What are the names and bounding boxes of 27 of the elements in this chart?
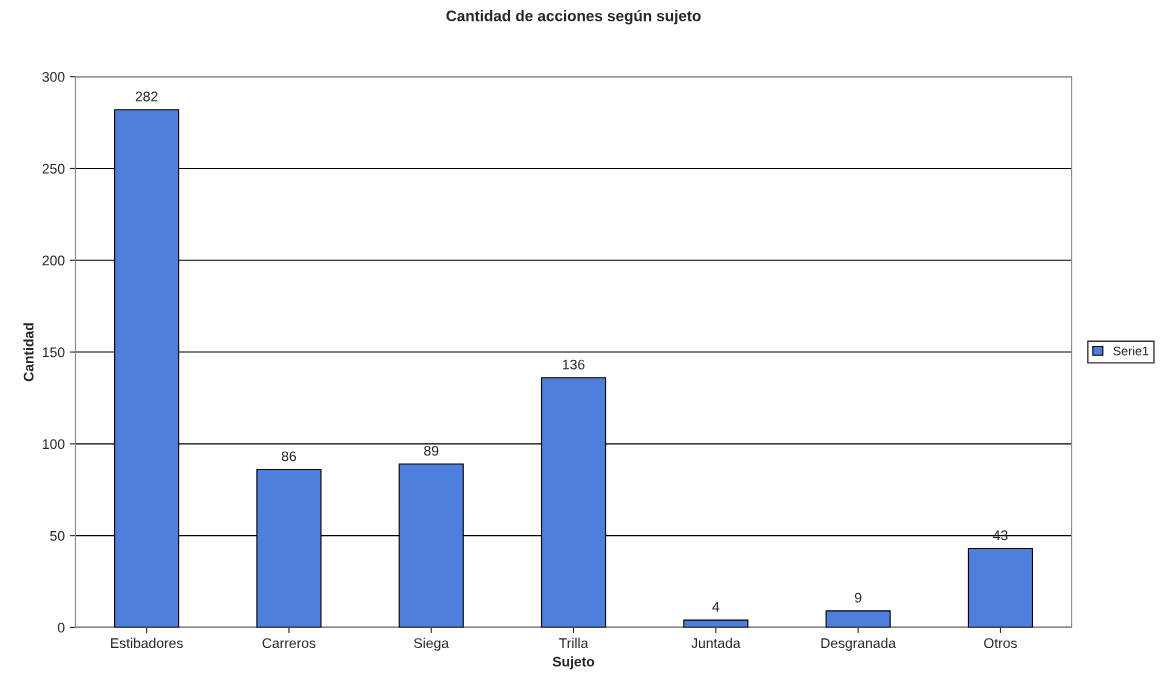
x-tick-label: Otros bbox=[984, 638, 1017, 649]
y-tick-label: 0 bbox=[57, 622, 65, 633]
x-tick-label: Estibadores bbox=[111, 637, 183, 649]
y-axis-title: Cantidad bbox=[23, 323, 34, 382]
x-tick-label: Juntada bbox=[691, 637, 741, 649]
bar bbox=[825, 610, 891, 628]
chart-title: Cantidad de acciones según sujeto bbox=[446, 9, 701, 25]
y-tick-label: 150 bbox=[42, 347, 65, 358]
legend-label: Serie1 bbox=[1113, 346, 1149, 356]
bar bbox=[967, 547, 1034, 628]
x-tick-label: Desgranada bbox=[821, 637, 896, 651]
data-label: 89 bbox=[424, 445, 439, 456]
y-tick-label: 300 bbox=[42, 72, 65, 82]
data-label: 86 bbox=[281, 451, 297, 462]
y-tick-label: 200 bbox=[42, 255, 65, 266]
data-label: 4 bbox=[712, 602, 720, 612]
data-label: 282 bbox=[135, 91, 158, 102]
x-tick-label: Siega bbox=[414, 637, 449, 651]
bar bbox=[683, 619, 749, 628]
data-label: 9 bbox=[854, 592, 862, 603]
y-tick-label: 100 bbox=[42, 439, 65, 450]
x-tick-label: Trilla bbox=[559, 637, 589, 649]
data-label: 136 bbox=[563, 359, 585, 370]
y-tick-label: 250 bbox=[42, 163, 65, 174]
x-tick-label: Carreros bbox=[262, 638, 316, 649]
y-tick-label: 50 bbox=[50, 530, 65, 541]
x-axis-title: Sujeto bbox=[552, 656, 595, 670]
